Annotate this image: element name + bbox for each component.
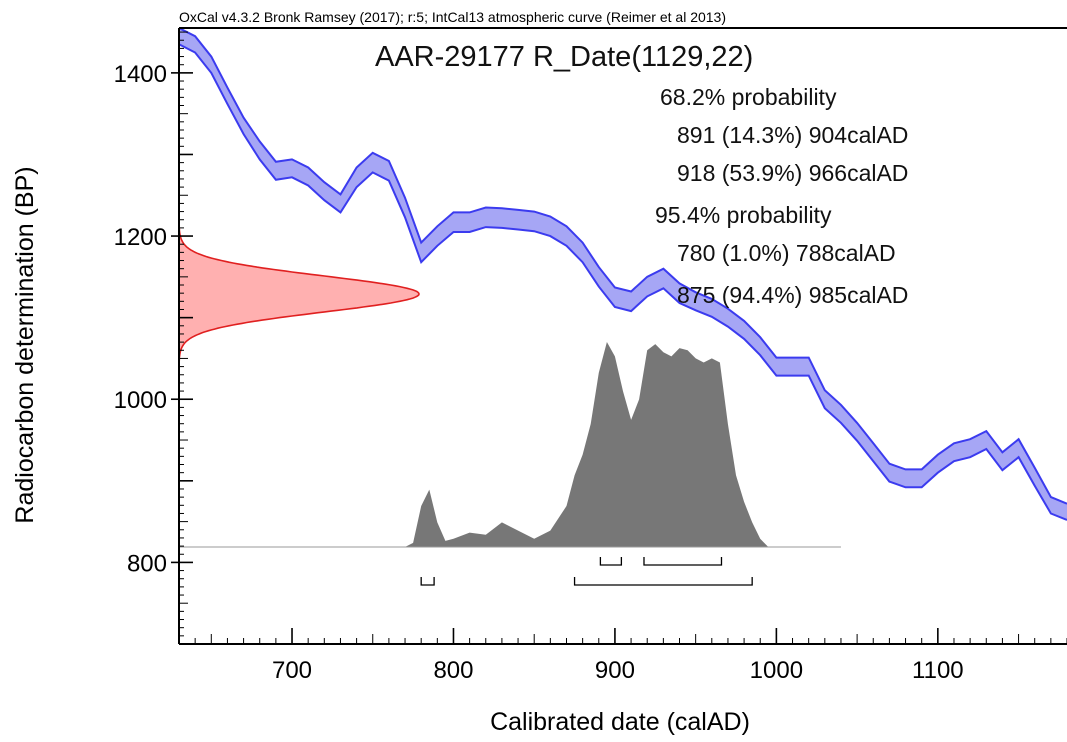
- y-axis-title: Radiocarbon determination (BP): [11, 166, 39, 523]
- radiocarbon-distribution-fill: [179, 222, 419, 366]
- range-68-bracket-2: [643, 557, 723, 566]
- stat-68-heading: 68.2% probability: [660, 84, 837, 110]
- calibration-curve-upper: [179, 28, 1067, 505]
- x-tick-label-1000: 1000: [750, 657, 803, 684]
- chart-title: AAR-29177 R_Date(1129,22): [375, 41, 753, 73]
- plot-area: [179, 28, 1067, 586]
- range-68-bracket-1: [599, 557, 623, 566]
- range-95-bracket-2: [573, 577, 753, 586]
- axes: 700 800 900 1000 1100 800 1000 1200 1400: [114, 27, 1067, 684]
- stat-95-range-1: 780 (1.0%) 788calAD: [677, 240, 896, 266]
- x-axis-title: Calibrated date (calAD): [490, 708, 750, 736]
- y-tick-label-1200: 1200: [114, 224, 167, 251]
- stat-95-range-2: 875 (94.4%) 985calAD: [677, 282, 908, 308]
- y-tick-label-1000: 1000: [114, 387, 167, 414]
- calibration-curve-lower: [179, 43, 1067, 521]
- stat-95-heading: 95.4% probability: [655, 202, 832, 228]
- x-tick-label-1100: 1100: [912, 657, 964, 684]
- stat-68-range-1: 891 (14.3%) 904calAD: [677, 122, 908, 148]
- x-tick-label-700: 700: [272, 657, 312, 684]
- x-tick-label-800: 800: [433, 657, 473, 684]
- x-tick-label-900: 900: [595, 657, 635, 684]
- y-tick-label-800: 800: [127, 550, 167, 577]
- stat-68-range-2: 918 (53.9%) 966calAD: [677, 160, 908, 186]
- y-tick-label-1400: 1400: [114, 61, 167, 88]
- probability-summary: 68.2% probability 891 (14.3%) 904calAD 9…: [655, 84, 908, 308]
- software-caption: OxCal v4.3.2 Bronk Ramsey (2017); r:5; I…: [179, 9, 726, 25]
- radiocarbon-distribution-outline: [179, 222, 420, 366]
- posterior-distribution: [179, 342, 841, 547]
- range-95-bracket-1: [420, 577, 435, 586]
